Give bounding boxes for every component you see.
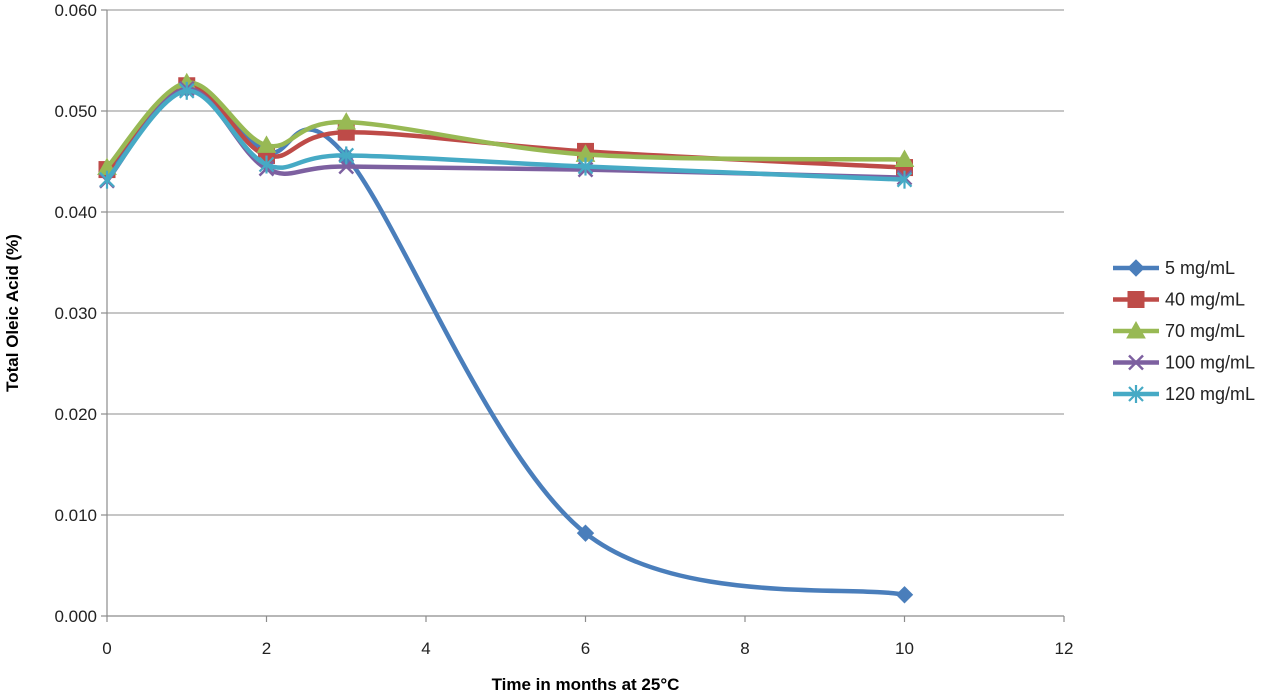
x-tick-label: 12 xyxy=(1055,639,1074,658)
legend-marker xyxy=(1126,320,1146,339)
data-point xyxy=(895,586,914,604)
y-tick-label: 0.010 xyxy=(54,506,97,525)
data-point xyxy=(894,149,915,167)
gridlines xyxy=(107,9,1064,516)
x-tick-label: 0 xyxy=(102,639,111,658)
series-line xyxy=(104,86,907,183)
data-point xyxy=(178,81,195,100)
y-tick-label: 0.020 xyxy=(54,405,97,424)
x-tick-label: 10 xyxy=(895,639,914,658)
y-tick-label: 0.050 xyxy=(54,102,97,121)
legend-marker xyxy=(1128,354,1144,371)
data-point xyxy=(577,157,594,176)
series-group xyxy=(97,72,915,604)
legend-entry: 70 mg/mL xyxy=(1113,320,1245,341)
data-point xyxy=(576,524,595,542)
x-tick-label: 4 xyxy=(421,639,430,658)
marker-stroke xyxy=(1128,354,1144,371)
legend: 5 mg/mL 40 mg/mL 70 mg/mL 100 mg/mL 120 mg/m… xyxy=(1113,258,1255,404)
legend-label: 5 mg/mL xyxy=(1165,258,1235,278)
x-axis-title: Time in months at 25°C xyxy=(492,675,680,694)
legend-entry: 100 mg/mL xyxy=(1113,353,1255,373)
data-point xyxy=(338,158,355,175)
legend-marker xyxy=(1127,259,1145,277)
legend-marker xyxy=(1127,291,1145,308)
y-tick-label: 0.000 xyxy=(54,607,97,626)
legend-entry: 5 mg/mL xyxy=(1113,258,1235,278)
legend-entry: 40 mg/mL xyxy=(1113,290,1245,310)
x-tick-label: 6 xyxy=(581,639,590,658)
legend-marker xyxy=(1128,385,1144,403)
series-120-mg-ml xyxy=(99,81,913,189)
legend-label: 120 mg/mL xyxy=(1165,384,1255,404)
x-tick-label: 2 xyxy=(262,639,271,658)
legend-entry: 120 mg/mL xyxy=(1113,384,1255,404)
x-tick-label: 8 xyxy=(740,639,749,658)
data-point xyxy=(338,146,355,165)
data-point xyxy=(258,155,275,174)
marker-stroke xyxy=(338,158,355,175)
axes: 0.000 0.010 0.020 0.030 0.040 0.050 0.060 0 2 4 6 8… xyxy=(54,1,1073,658)
data-point xyxy=(99,170,115,189)
series-100-mg-ml xyxy=(99,80,913,189)
series-70-mg-ml xyxy=(97,72,915,176)
legend-label: 100 mg/mL xyxy=(1165,353,1255,373)
legend-label: 40 mg/mL xyxy=(1165,290,1245,310)
legend-label: 70 mg/mL xyxy=(1165,321,1245,341)
y-axis-title: Total Oleic Acid (%) xyxy=(3,234,22,392)
data-point xyxy=(896,170,913,189)
data-point xyxy=(256,135,277,153)
y-tick-label: 0.040 xyxy=(54,203,97,222)
y-tick-label: 0.060 xyxy=(54,1,97,20)
y-tick-label: 0.030 xyxy=(54,304,97,323)
data-point xyxy=(336,112,357,130)
